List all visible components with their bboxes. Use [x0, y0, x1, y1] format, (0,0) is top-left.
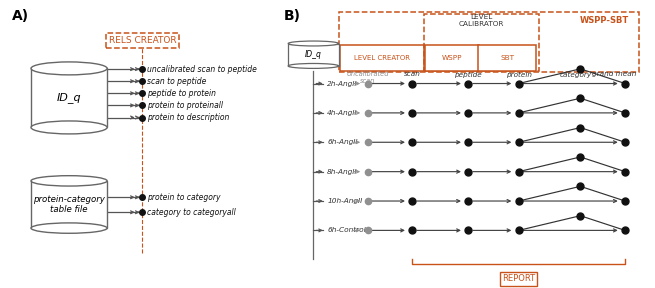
Text: RELS CREATOR: RELS CREATOR	[109, 36, 176, 45]
Text: 6h-AngII: 6h-AngII	[328, 139, 358, 145]
Text: 4h-AngII: 4h-AngII	[328, 110, 358, 116]
Text: uncalibrated scan to peptide: uncalibrated scan to peptide	[147, 65, 256, 74]
Bar	[31, 181, 107, 228]
Text: A): A)	[12, 9, 29, 23]
Text: ID_q: ID_q	[57, 92, 81, 103]
Text: protein: protein	[506, 71, 532, 77]
Ellipse shape	[31, 121, 107, 134]
Bar	[31, 69, 107, 128]
Text: protein to category: protein to category	[147, 193, 220, 202]
Text: category to categoryall: category to categoryall	[147, 208, 235, 217]
Text: B): B)	[284, 9, 301, 23]
Text: protein-category
table file: protein-category table file	[33, 195, 105, 214]
Text: peptide to protein: peptide to protein	[147, 89, 215, 98]
Text: scan to peptide: scan to peptide	[147, 77, 206, 86]
Text: peptide: peptide	[455, 71, 482, 77]
Text: category: category	[559, 71, 591, 77]
Text: LEVEL CREATOR: LEVEL CREATOR	[354, 55, 411, 60]
Text: WSPP-SBT: WSPP-SBT	[580, 16, 629, 25]
Ellipse shape	[288, 41, 339, 46]
Text: 6h-Control: 6h-Control	[328, 228, 366, 233]
Text: protein to description: protein to description	[147, 113, 229, 122]
Bar	[288, 43, 339, 66]
FancyBboxPatch shape	[424, 45, 479, 71]
Ellipse shape	[31, 223, 107, 233]
Text: 2h-AngII: 2h-AngII	[328, 81, 358, 86]
FancyBboxPatch shape	[478, 45, 536, 71]
Text: WSPP: WSPP	[441, 55, 462, 60]
Text: SBT: SBT	[500, 55, 514, 60]
Text: Uncalibrated
scan: Uncalibrated scan	[346, 71, 389, 84]
Text: ID_q: ID_q	[305, 50, 322, 59]
Text: 8h-AngII: 8h-AngII	[328, 169, 358, 175]
Text: grand mean: grand mean	[592, 71, 636, 77]
Text: protein to proteinall: protein to proteinall	[147, 101, 223, 110]
Text: REPORT: REPORT	[502, 274, 535, 283]
Ellipse shape	[31, 176, 107, 186]
FancyBboxPatch shape	[340, 45, 424, 71]
Text: 10h-AngII: 10h-AngII	[328, 198, 362, 204]
Ellipse shape	[288, 63, 339, 69]
Ellipse shape	[31, 62, 107, 75]
Text: scan: scan	[404, 71, 421, 77]
Text: LEVEL
CALIBRATOR: LEVEL CALIBRATOR	[458, 14, 504, 27]
